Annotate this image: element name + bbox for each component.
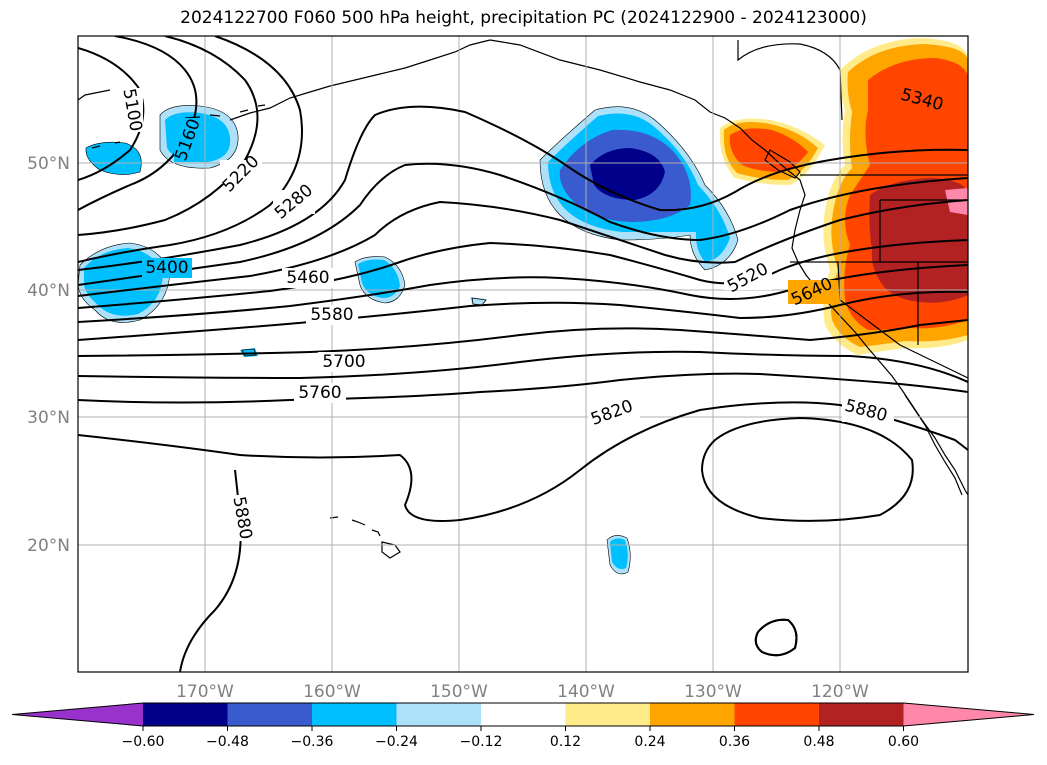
lon-label: 120°W <box>811 682 869 702</box>
contour-label: 5460 <box>286 268 329 288</box>
colorbar-segment <box>650 703 735 726</box>
colorbar-segment <box>565 703 651 726</box>
contour-label: 5580 <box>310 305 353 325</box>
colorbar-tick-label: 0.36 <box>719 734 750 750</box>
colorbar-segment <box>312 703 397 726</box>
longitude-labels: 170°W 160°W 150°W 140°W 130°W 120°W <box>176 682 869 702</box>
colorbar-tick-label: 0.24 <box>634 734 665 750</box>
lon-label: 170°W <box>176 682 234 702</box>
latitude-labels: 50°N 40°N 30°N 20°N <box>27 154 70 556</box>
colorbar-extend-high <box>903 703 1034 726</box>
colorbar-tick-label: −0.36 <box>291 734 334 750</box>
colorbar-tick-label: −0.60 <box>122 734 165 750</box>
lon-label: 130°W <box>684 682 742 702</box>
lon-label: 150°W <box>430 682 488 702</box>
height-contours <box>78 36 968 672</box>
colorbar-extend-low <box>12 703 143 726</box>
lat-label: 20°N <box>27 536 70 556</box>
lon-label: 140°W <box>557 682 615 702</box>
colorbar-segment <box>143 703 228 726</box>
contour-label: 5760 <box>298 383 341 403</box>
colorbar-tick-label: −0.48 <box>206 734 249 750</box>
colorbar-tick-label: 0.60 <box>888 734 919 750</box>
colorbar-tick-label: −0.12 <box>460 734 503 750</box>
colorbar: −0.60 −0.48 −0.36 −0.24 −0.12 0.12 0.24 0.36 0.4… <box>11 702 1035 750</box>
lon-label: 160°W <box>303 682 361 702</box>
shading-outlines <box>78 105 739 575</box>
lat-label: 40°N <box>27 281 70 301</box>
map-area: 5100 5160 5220 5280 5400 5460 5580 5700 … <box>78 36 968 672</box>
contour-label: 5400 <box>145 258 188 278</box>
map-frame <box>77 35 969 673</box>
colorbar-tick-label: 0.48 <box>803 734 834 750</box>
map-title: 2024122700 F060 500 hPa height, precipit… <box>180 8 867 28</box>
colorbar-segment <box>819 703 904 726</box>
colorbar-tick-label: 0.12 <box>550 734 581 750</box>
contour-label: 5700 <box>322 352 365 372</box>
lat-label: 50°N <box>27 154 70 174</box>
lat-label: 30°N <box>27 408 70 428</box>
colorbar-tick-label: −0.24 <box>375 734 418 750</box>
colorbar-segment <box>481 703 566 726</box>
colorbar-segment <box>734 703 820 726</box>
colorbar-segment <box>396 703 482 726</box>
colorbar-segment <box>227 703 313 726</box>
